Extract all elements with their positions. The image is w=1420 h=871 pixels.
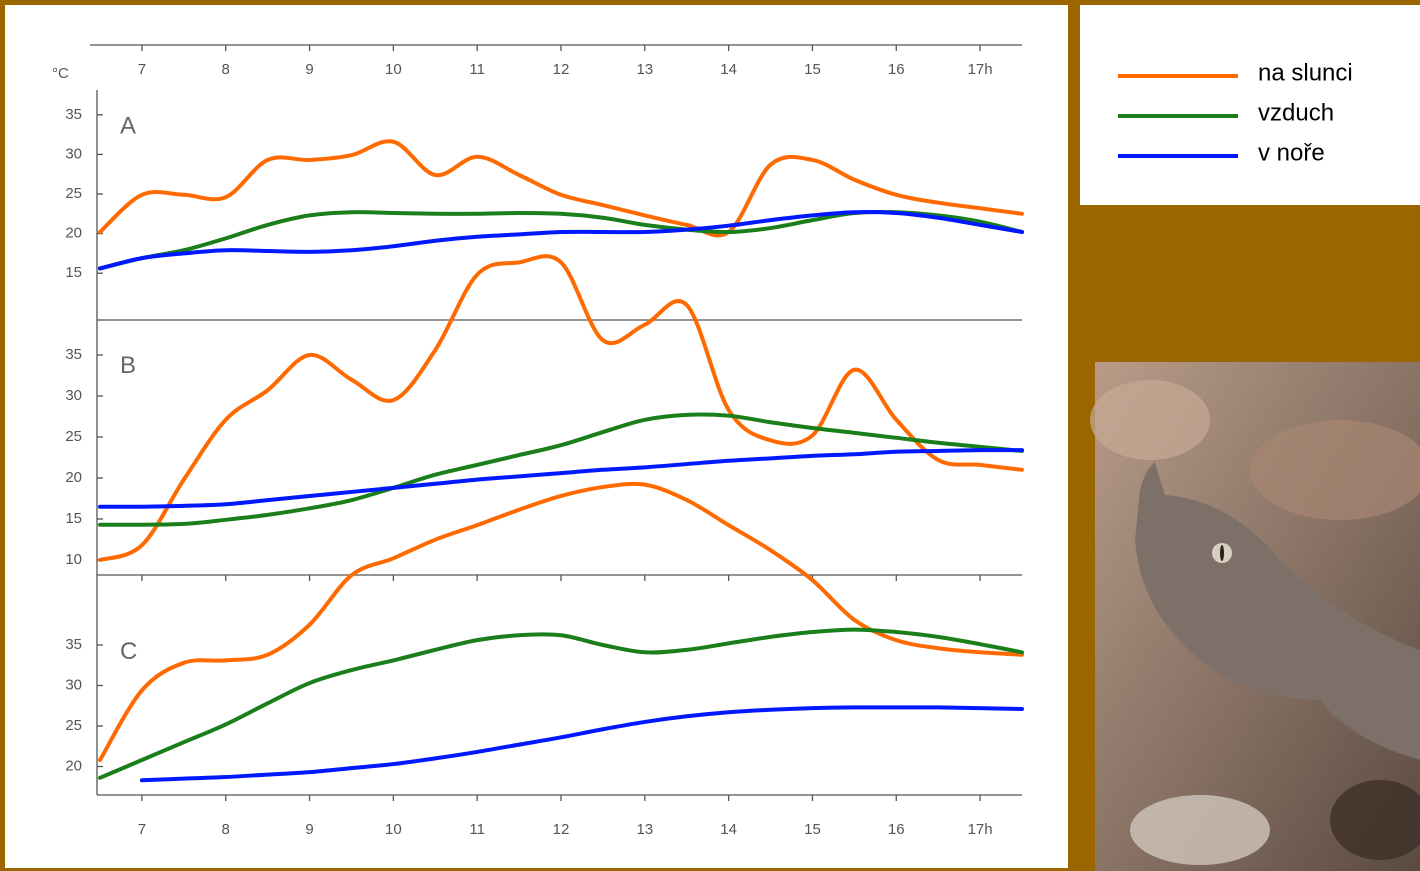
- y-tick-label: 20: [65, 225, 82, 242]
- x-tick-label: 9: [305, 61, 313, 78]
- x-tick-label: 11: [469, 821, 485, 838]
- x-tick-label: 17h: [968, 821, 993, 838]
- x-tick-label: 14: [720, 61, 737, 78]
- x-tick-label: 16: [888, 61, 905, 78]
- y-tick-label: 35: [65, 106, 82, 123]
- y-tick-label: 30: [65, 387, 82, 404]
- panel-label: B: [120, 352, 136, 379]
- x-tick-label: 13: [636, 821, 653, 838]
- legend-label: na slunci: [1258, 59, 1353, 86]
- chart-panel: [5, 5, 1068, 868]
- panel-label: A: [120, 112, 136, 139]
- x-tick-label: 7: [138, 61, 146, 78]
- y-tick-label: 15: [65, 264, 82, 281]
- series-line: [139, 705, 1024, 783]
- y-tick-label: 15: [65, 510, 82, 527]
- y-tick-label: 25: [65, 717, 82, 734]
- y-tick-label: 10: [65, 551, 82, 568]
- legend-box: [1080, 5, 1420, 205]
- y-tick-label: 20: [65, 757, 82, 774]
- y-tick-label: 30: [65, 676, 82, 693]
- x-tick-label: 12: [553, 821, 570, 838]
- series-line: [98, 254, 1024, 562]
- y-tick-label: 20: [65, 469, 82, 486]
- x-tick-label: 8: [222, 61, 230, 78]
- series-line: [98, 627, 1024, 780]
- series-line: [98, 448, 1024, 509]
- panel-label: C: [120, 638, 137, 665]
- y-tick-label: 35: [65, 346, 82, 363]
- legend-label: vzduch: [1258, 99, 1334, 126]
- x-tick-label: 14: [720, 821, 737, 838]
- series-line: [98, 139, 1024, 238]
- x-tick-label: 16: [888, 821, 905, 838]
- x-tick-label: 10: [385, 821, 402, 838]
- x-tick-label: 13: [636, 61, 653, 78]
- x-tick-label: 8: [222, 821, 230, 838]
- series-line: [98, 210, 1024, 271]
- x-tick-label: 17h: [968, 61, 993, 78]
- x-tick-label: 15: [804, 61, 821, 78]
- x-tick-label: 12: [553, 61, 570, 78]
- x-tick-label: 11: [469, 61, 485, 78]
- x-tick-label: 7: [138, 821, 146, 838]
- y-tick-label: 25: [65, 428, 82, 445]
- y-tick-label: 30: [65, 145, 82, 162]
- y-tick-label: 25: [65, 185, 82, 202]
- x-tick-label: 15: [804, 821, 821, 838]
- x-tick-label: 10: [385, 61, 402, 78]
- photo: [1090, 362, 1420, 871]
- series-line: [98, 412, 1024, 527]
- y-tick-label: 35: [65, 636, 82, 653]
- legend-label: v noře: [1258, 139, 1325, 166]
- series-line: [98, 481, 1024, 763]
- x-tick-label: 9: [305, 821, 313, 838]
- y-axis-label: °C: [52, 65, 69, 82]
